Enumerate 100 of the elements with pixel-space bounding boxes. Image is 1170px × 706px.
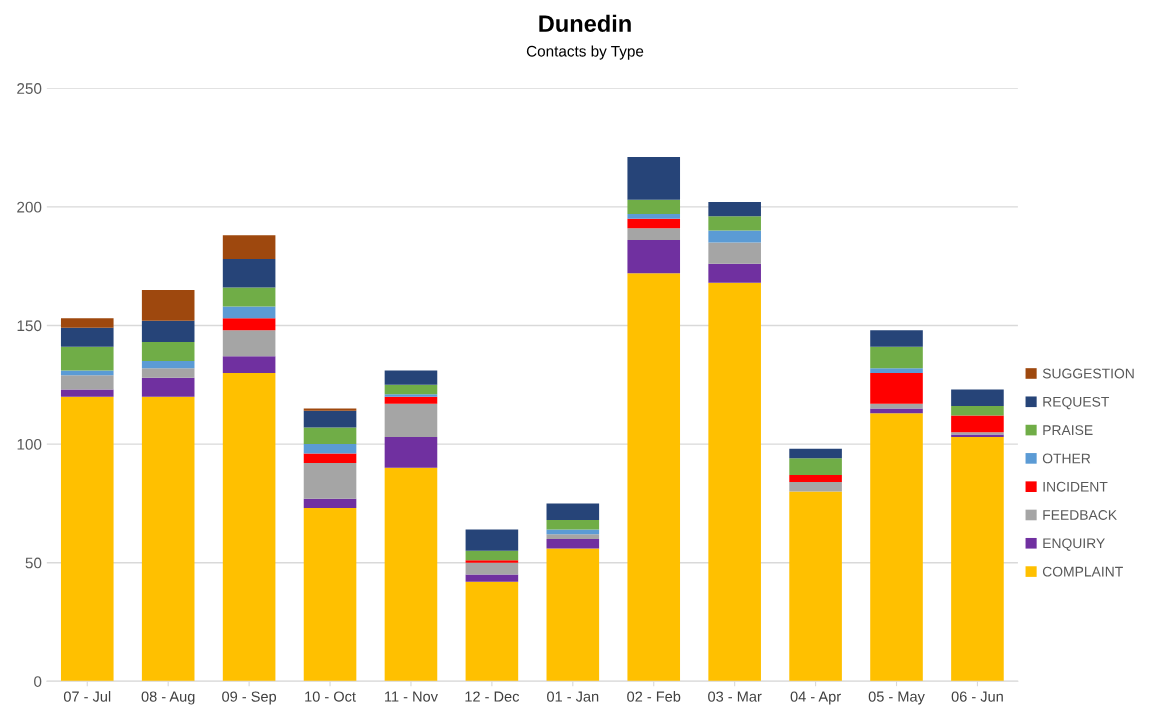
y-tick-label: 0 xyxy=(34,676,42,687)
bar xyxy=(627,213,681,219)
legend-label: OTHER xyxy=(1042,453,1091,464)
bar xyxy=(384,394,438,397)
bar xyxy=(303,408,357,411)
bar xyxy=(222,330,276,357)
x-tick-label: 07 - Jul xyxy=(63,691,111,702)
bar xyxy=(141,396,195,682)
bar xyxy=(465,581,519,682)
legend-label: FEEDBACK xyxy=(1043,510,1117,520)
legend-label: REQUEST xyxy=(1043,396,1110,410)
bar xyxy=(141,342,195,362)
y-tick-label: 250 xyxy=(17,83,42,94)
bar xyxy=(789,458,842,475)
legend-label: PRAISE xyxy=(1043,425,1093,436)
bar xyxy=(141,289,195,321)
legend-label: INCIDENT xyxy=(1043,481,1108,492)
x-tick-label: 08 - Aug xyxy=(141,691,195,705)
bar xyxy=(222,259,276,288)
bar xyxy=(465,562,519,575)
bar xyxy=(60,396,114,682)
bar xyxy=(951,389,1004,407)
y-tick-label: 200 xyxy=(17,201,42,213)
bar xyxy=(546,534,600,539)
bar xyxy=(870,372,923,404)
bar xyxy=(384,467,438,682)
bar xyxy=(60,389,114,397)
bar xyxy=(60,327,114,347)
bar xyxy=(708,216,761,231)
bar xyxy=(870,368,923,373)
bar xyxy=(789,482,842,492)
chart-subtitle: Contacts by Type xyxy=(526,45,644,60)
bar xyxy=(951,415,1004,433)
bar xyxy=(222,306,276,319)
legend-label: COMPLAINT xyxy=(1042,566,1123,577)
bar xyxy=(870,408,923,414)
bar xyxy=(303,453,357,464)
bar xyxy=(384,436,438,468)
bar xyxy=(708,230,761,243)
bar xyxy=(303,463,357,499)
bar xyxy=(870,346,923,369)
bar xyxy=(708,242,761,264)
bar xyxy=(546,548,600,682)
bar xyxy=(708,202,761,217)
bar xyxy=(627,218,681,229)
bar xyxy=(60,375,114,390)
bar xyxy=(222,356,276,373)
x-tick-label: 03 - Mar xyxy=(708,691,762,702)
y-tick-label: 150 xyxy=(17,320,42,332)
bar xyxy=(222,318,276,331)
legend-label: SUGGESTION xyxy=(1042,368,1134,379)
bar xyxy=(708,282,761,682)
bar xyxy=(141,320,195,343)
legend-label: ENQUIRY xyxy=(1043,538,1105,551)
bar xyxy=(546,529,600,535)
bar xyxy=(627,157,681,200)
bar xyxy=(789,448,842,459)
bar xyxy=(546,503,600,520)
x-tick-label: 01 - Jan xyxy=(547,691,599,702)
chart-title: Dunedin xyxy=(539,14,631,32)
bar xyxy=(627,199,681,214)
bar xyxy=(141,361,195,369)
x-tick-label: 10 - Oct xyxy=(305,691,356,702)
bar xyxy=(465,560,519,563)
bar xyxy=(627,273,681,682)
bar xyxy=(222,372,276,682)
bar xyxy=(789,474,842,483)
x-tick-label: 05 - May xyxy=(868,691,925,705)
bar xyxy=(303,508,357,682)
bar xyxy=(222,287,276,307)
bar xyxy=(951,406,1004,416)
bar xyxy=(303,410,357,428)
bar xyxy=(60,318,114,328)
bar xyxy=(708,263,761,283)
bar xyxy=(870,330,923,347)
x-tick-label: 12 - Dec xyxy=(465,691,520,702)
bar xyxy=(303,444,357,454)
bar xyxy=(627,228,681,241)
y-tick-label: 100 xyxy=(17,438,42,450)
bar xyxy=(303,427,357,445)
bar xyxy=(546,538,600,549)
x-tick-label: 09 - Sep xyxy=(222,691,277,705)
x-tick-label: 02 - Feb xyxy=(627,691,681,702)
bar xyxy=(384,403,438,437)
bar xyxy=(627,240,681,274)
bar xyxy=(141,368,195,378)
y-tick-label: 50 xyxy=(25,557,42,569)
x-tick-label: 06 - Jun xyxy=(951,691,1003,702)
bar xyxy=(222,235,276,260)
x-tick-label: 04 - Apr xyxy=(790,691,841,705)
bar xyxy=(465,574,519,582)
bar xyxy=(951,436,1004,682)
bar xyxy=(141,377,195,397)
bar xyxy=(789,491,842,682)
bar xyxy=(303,498,357,509)
bar xyxy=(870,413,923,682)
bar xyxy=(465,550,519,561)
x-tick-label: 11 - Nov xyxy=(385,691,438,702)
bar xyxy=(546,519,600,530)
bar xyxy=(384,384,438,395)
